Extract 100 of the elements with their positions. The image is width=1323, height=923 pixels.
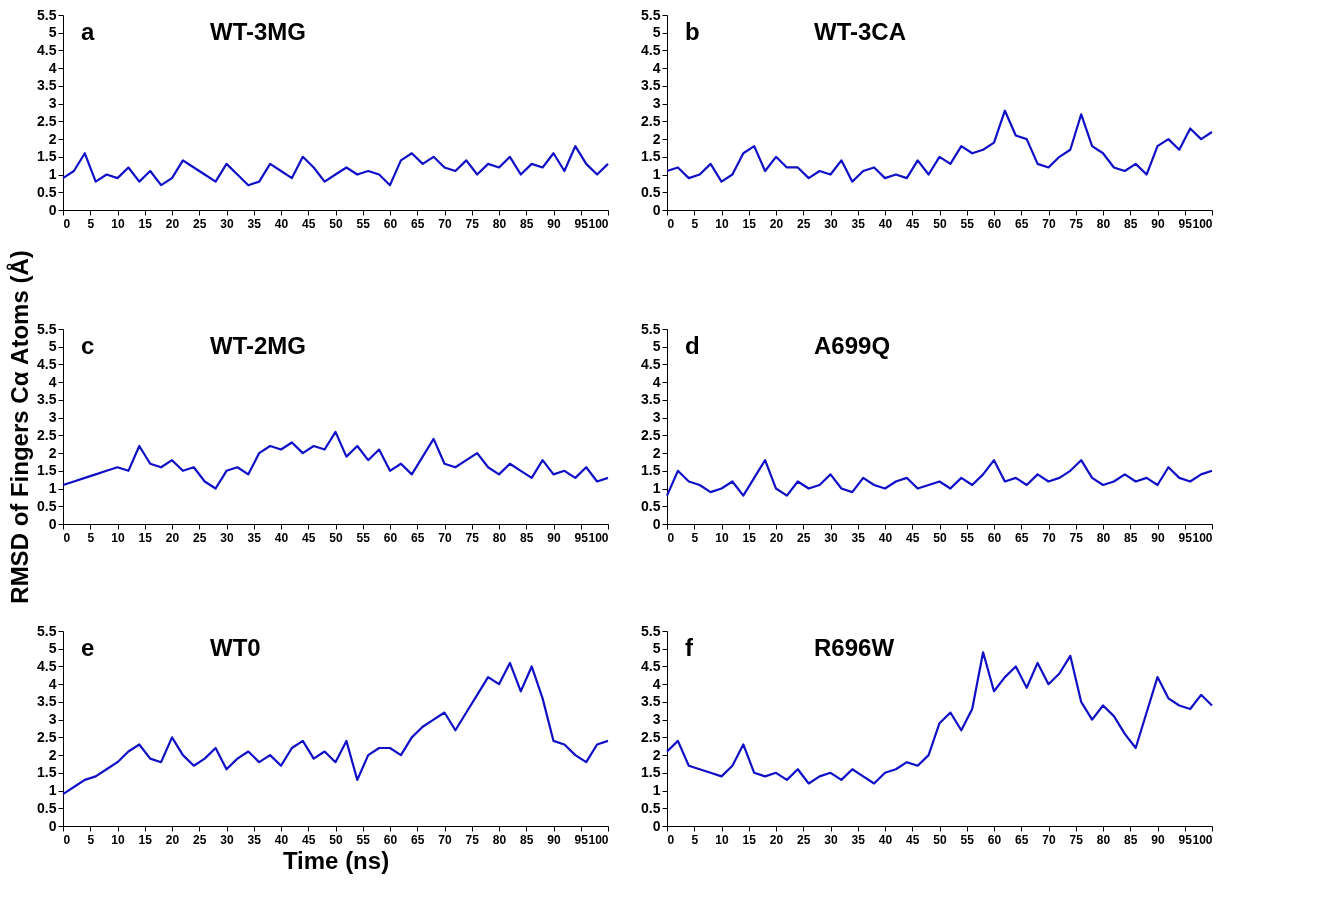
x-tick-label: 5 xyxy=(87,832,95,847)
y-tick-label: 5 xyxy=(48,640,57,657)
x-tick-label: 30 xyxy=(824,832,838,847)
annotation: c xyxy=(81,332,95,359)
y-tick-label: 4.5 xyxy=(37,657,57,674)
y-tick-label: 0.5 xyxy=(641,799,661,816)
x-tick-label: 25 xyxy=(797,832,811,847)
x-tick-label: 20 xyxy=(769,832,784,847)
chart-title: WT0 xyxy=(210,634,261,661)
x-tick-label: 0 xyxy=(63,832,71,847)
y-tick-label: 0.5 xyxy=(37,497,57,514)
x-tick-label: 5 xyxy=(87,530,95,545)
x-tick-label: 100 xyxy=(588,832,609,847)
x-tick-label: 85 xyxy=(1124,530,1138,545)
y-tick-label: 5.5 xyxy=(37,6,57,23)
x-tick-label: 55 xyxy=(356,216,371,231)
chart-title: R696W xyxy=(814,634,895,661)
y-tick-label: 1.5 xyxy=(641,462,661,479)
annotation: f xyxy=(685,634,694,661)
x-tick-label: 45 xyxy=(302,530,316,545)
y-tick-label: 4.5 xyxy=(37,41,57,58)
x-tick-label: 15 xyxy=(742,216,757,231)
x-tick-label: 85 xyxy=(520,832,534,847)
y-tick-label: 5 xyxy=(652,338,661,355)
x-tick-label: 70 xyxy=(1042,530,1056,545)
x-tick-label: 80 xyxy=(1096,832,1111,847)
x-tick-label: 30 xyxy=(824,530,838,545)
y-tick-label: 2 xyxy=(652,444,661,461)
x-tick-label: 55 xyxy=(356,530,371,545)
y-tick-label: 3.5 xyxy=(641,77,661,94)
x-tick-label: 20 xyxy=(769,530,784,545)
y-tick-label: 2.5 xyxy=(641,426,661,443)
x-tick-label: 55 xyxy=(960,832,975,847)
x-tick-label: 60 xyxy=(987,832,1002,847)
x-tick-label: 60 xyxy=(987,216,1002,231)
x-tick-label: 30 xyxy=(824,216,838,231)
x-tick-label: 75 xyxy=(1069,216,1084,231)
x-tick-label: 45 xyxy=(906,832,920,847)
x-tick-label: 55 xyxy=(960,216,975,231)
x-tick-label: 15 xyxy=(742,832,757,847)
y-tick-label: 4.5 xyxy=(37,355,57,372)
x-tick-label: 25 xyxy=(193,530,207,545)
y-tick-label: 2 xyxy=(652,746,661,763)
y-tick-label: 2 xyxy=(48,444,57,461)
chart-title: WT-3MG xyxy=(210,18,306,45)
x-tick-label: 80 xyxy=(492,832,507,847)
y-tick-label: 4 xyxy=(48,373,57,390)
y-tick-label: 3.5 xyxy=(37,77,57,94)
y-tick-label: 4 xyxy=(652,373,661,390)
line-series xyxy=(61,145,610,187)
x-tick-label: 65 xyxy=(1015,216,1029,231)
y-tick-label: 1 xyxy=(48,166,57,183)
x-tick-label: 70 xyxy=(438,530,452,545)
x-tick-label: 35 xyxy=(851,216,866,231)
x-tick-label: 65 xyxy=(411,216,425,231)
x-tick-label: 10 xyxy=(715,216,729,231)
x-tick-label: 95 xyxy=(574,216,589,231)
y-tick-label: 0.5 xyxy=(37,799,57,816)
x-tick-label: 65 xyxy=(1015,832,1029,847)
y-tick-label: 0 xyxy=(48,817,57,834)
x-tick-label: 0 xyxy=(63,216,71,231)
y-tick-label: 1.5 xyxy=(641,148,661,165)
y-tick-label: 0 xyxy=(48,201,57,218)
x-tick-label: 75 xyxy=(465,530,480,545)
annotation: d xyxy=(685,332,700,359)
y-tick-label: 4.5 xyxy=(641,657,661,674)
x-tick-label: 50 xyxy=(933,216,947,231)
y-tick-label: 3.5 xyxy=(37,391,57,408)
x-tick-label: 80 xyxy=(492,216,507,231)
y-tick-label: 2 xyxy=(48,746,57,763)
x-tick-label: 70 xyxy=(438,216,452,231)
y-tick-label: 0 xyxy=(652,817,661,834)
x-tick-label: 65 xyxy=(1015,530,1029,545)
x-tick-label: 50 xyxy=(329,832,343,847)
x-tick-label: 25 xyxy=(797,530,811,545)
y-tick-label: 4.5 xyxy=(641,355,661,372)
y-tick-label: 5.5 xyxy=(641,6,661,23)
line-series xyxy=(665,109,1214,183)
x-tick-label: 20 xyxy=(165,216,180,231)
x-tick-label: 70 xyxy=(1042,832,1056,847)
chart-title: WT-3CA xyxy=(814,18,906,45)
x-tick-label: 75 xyxy=(1069,832,1084,847)
y-tick-label: 2.5 xyxy=(37,426,57,443)
x-tick-label: 35 xyxy=(851,832,866,847)
y-tick-label: 1.5 xyxy=(37,462,57,479)
x-tick-label: 20 xyxy=(769,216,784,231)
y-tick-label: 0.5 xyxy=(641,497,661,514)
y-tick-label: 1 xyxy=(652,166,661,183)
annotation: a xyxy=(81,18,95,45)
line-series xyxy=(61,661,610,796)
x-tick-label: 55 xyxy=(960,530,975,545)
x-tick-label: 10 xyxy=(715,832,729,847)
y-tick-label: 2.5 xyxy=(641,112,661,129)
x-tick-label: 75 xyxy=(465,832,480,847)
y-tick-label: 0 xyxy=(48,515,57,532)
x-tick-label: 40 xyxy=(878,832,893,847)
x-tick-label: 100 xyxy=(1192,216,1213,231)
x-tick-label: 100 xyxy=(588,530,609,545)
x-tick-label: 15 xyxy=(138,216,153,231)
x-tick-label: 45 xyxy=(906,216,920,231)
